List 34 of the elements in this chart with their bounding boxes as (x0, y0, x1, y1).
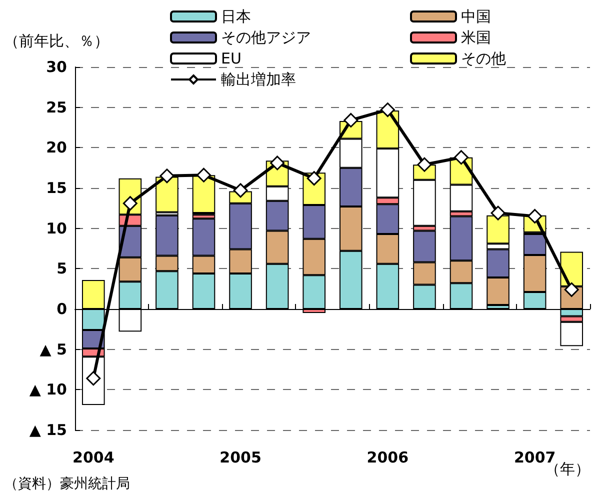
point (344, 112, 358, 128)
point (160, 168, 174, 184)
x-tick-label: 2005 (220, 448, 262, 466)
legend-label: 輸出増加率 (221, 70, 296, 88)
point (380, 102, 395, 118)
text: （資料）豪州統計局 (4, 475, 130, 491)
x-tick-label: 2004 (72, 448, 114, 466)
y-tick-label: 30 (46, 58, 67, 76)
point (564, 282, 579, 297)
y-tick-label: 15 (46, 179, 67, 197)
legend-label: 中国 (461, 8, 491, 26)
point (233, 183, 248, 198)
x-tick-label: 2006 (366, 448, 409, 466)
legend-label: その他 (461, 50, 506, 68)
legend-label: その他アジア (221, 28, 311, 46)
y-tick-label: 5 (56, 260, 67, 278)
y-axis-title: （前年比、％） (4, 33, 109, 50)
y-tick-label: ▲ 10 (29, 380, 67, 399)
legend-label: EU (221, 50, 242, 68)
y-tick-label: 20 (46, 138, 67, 157)
y-tick-label: 0 (56, 300, 67, 318)
y-tick-label: ▲ 15 (29, 421, 67, 439)
point (454, 150, 468, 165)
point (196, 168, 211, 182)
y-tick-label: 25 (46, 98, 67, 116)
y-tick-label: 10 (46, 219, 67, 238)
legend-label: 日本 (221, 8, 251, 26)
point (270, 156, 285, 170)
legend-label: 米国 (461, 28, 491, 46)
point (528, 208, 542, 224)
point (417, 157, 432, 172)
y-tick-label: ▲ 5 (40, 340, 67, 358)
point (490, 206, 506, 220)
point (306, 171, 322, 186)
